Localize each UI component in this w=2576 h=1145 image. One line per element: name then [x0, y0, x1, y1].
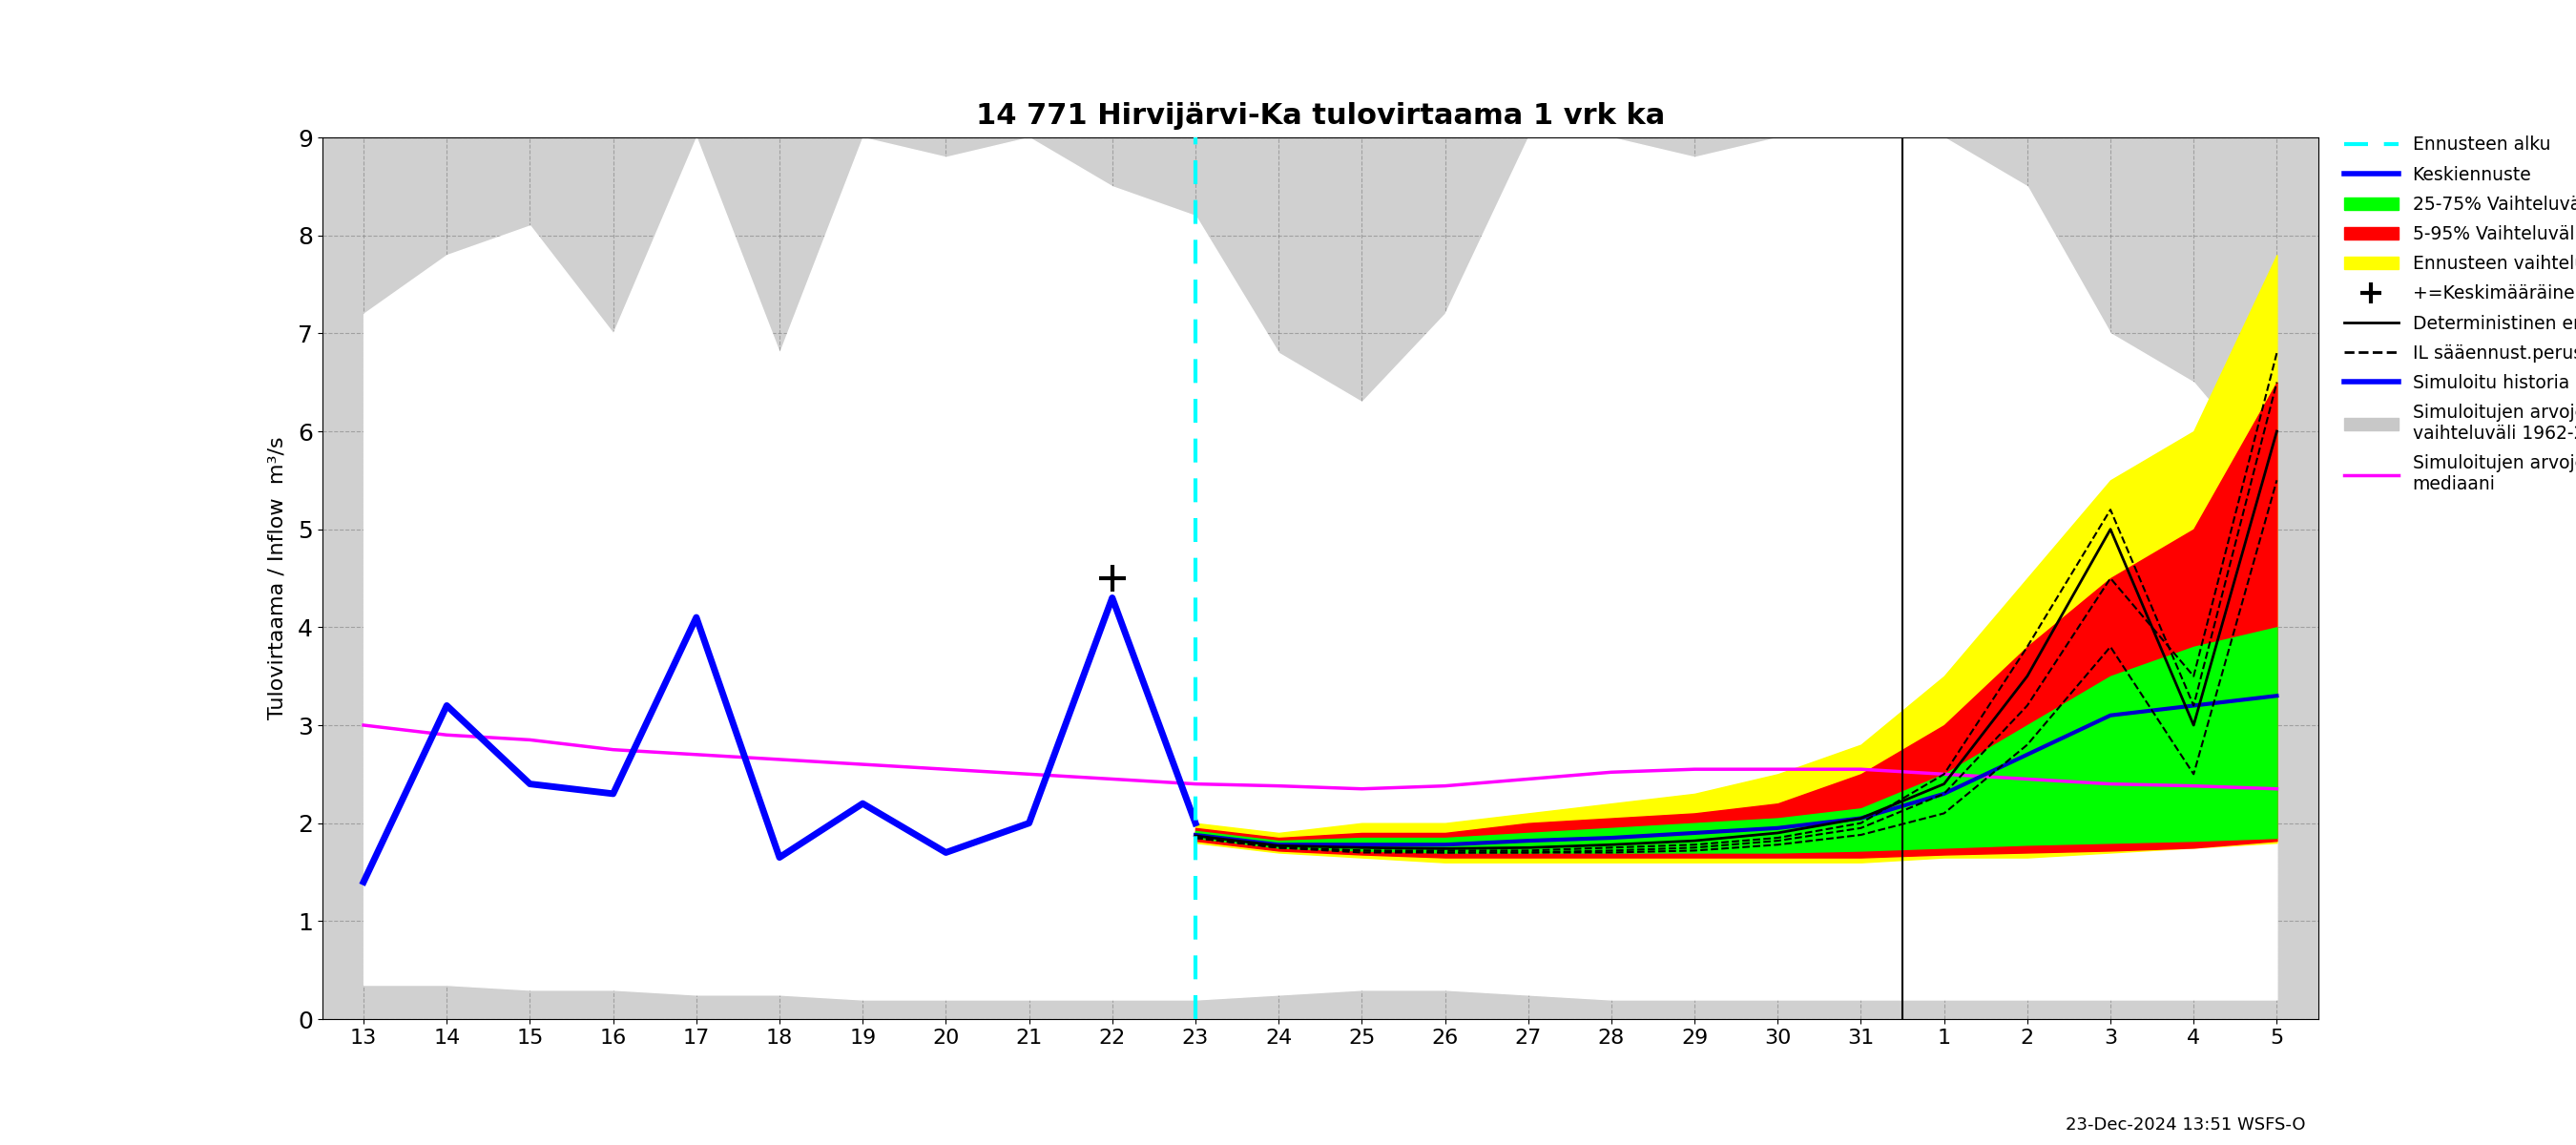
- Y-axis label: Tulovirtaama / Inflow  m³/s: Tulovirtaama / Inflow m³/s: [268, 436, 286, 720]
- Legend: Ennusteen alku, Keskiennuste, 25-75% Vaihteluväli, 5-95% Vaihteluväli, Ennusteen: Ennusteen alku, Keskiennuste, 25-75% Vai…: [2336, 128, 2576, 500]
- Title: 14 771 Hirvijärvi-Ka tulovirtaama 1 vrk ka: 14 771 Hirvijärvi-Ka tulovirtaama 1 vrk …: [976, 102, 1664, 129]
- Text: 23-Dec-2024 13:51 WSFS-O: 23-Dec-2024 13:51 WSFS-O: [2066, 1116, 2306, 1134]
